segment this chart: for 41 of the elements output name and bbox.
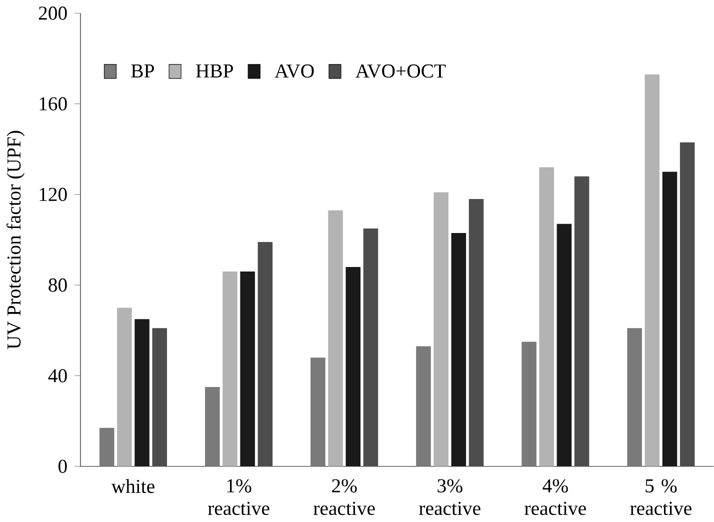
bar xyxy=(451,233,466,467)
y-tick-label: 200 xyxy=(38,6,67,20)
x-tick-label: 2% reactive xyxy=(314,479,375,516)
bar xyxy=(662,172,678,467)
y-tick-label: 0 xyxy=(58,460,67,474)
y-tick-label: 40 xyxy=(48,369,67,383)
bar xyxy=(522,342,536,467)
bar xyxy=(644,74,660,467)
x-tick-label: white xyxy=(111,479,154,494)
y-tick-label: 120 xyxy=(40,188,67,202)
bar xyxy=(240,272,255,467)
bar xyxy=(468,199,484,467)
legend-label: BP xyxy=(131,64,154,78)
y-tick-label: 80 xyxy=(48,278,67,292)
bar xyxy=(310,358,326,467)
bar xyxy=(99,428,114,467)
bar xyxy=(346,267,361,467)
bar xyxy=(539,167,554,467)
bar xyxy=(574,176,590,467)
bar xyxy=(416,346,431,467)
x-tick-label: 4% reactive xyxy=(524,479,586,516)
bar xyxy=(258,242,273,467)
y-tick-label: 160 xyxy=(40,97,67,111)
bar xyxy=(222,272,238,467)
bar xyxy=(556,224,572,467)
bar xyxy=(152,328,167,467)
x-tick-label: 3% reactive xyxy=(419,479,480,516)
bar xyxy=(204,387,220,467)
bar xyxy=(680,142,695,467)
y-axis-title: UV Protection factor (UPF) xyxy=(6,131,25,350)
x-tick-label: 1% reactive xyxy=(208,479,270,516)
bar xyxy=(627,328,642,467)
bar xyxy=(363,228,378,467)
legend-label: AVO+OCT xyxy=(356,64,446,78)
bar xyxy=(134,319,150,467)
x-tick-label: 5 % reactive xyxy=(630,479,692,516)
legend-label: HBP xyxy=(196,64,233,78)
bar xyxy=(434,192,448,467)
legend-label: AVO xyxy=(274,64,314,78)
bar xyxy=(328,210,343,467)
bar xyxy=(117,308,132,467)
